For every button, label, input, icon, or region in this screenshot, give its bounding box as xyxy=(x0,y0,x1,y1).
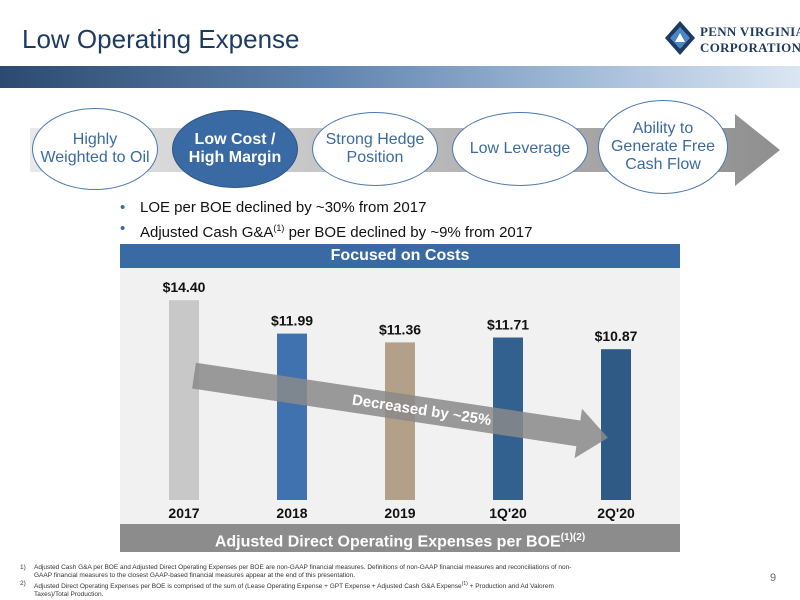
bar-value-label: $11.99 xyxy=(271,313,313,329)
chart-title: Focused on Costs xyxy=(120,244,680,268)
footnote-number: 1) xyxy=(20,564,26,571)
chart-x-label: Adjusted Direct Operating Expenses per B… xyxy=(120,524,680,552)
footnote-number: 2) xyxy=(20,580,26,587)
page-number: 9 xyxy=(770,572,777,584)
footnote-text: Adjusted Cash G&A per BOE and Adjusted D… xyxy=(34,564,572,579)
chart-bar xyxy=(601,349,631,500)
bar-value-label: $14.40 xyxy=(163,279,206,295)
theme-low-cost-high-margin: Low Cost / High Margin xyxy=(172,110,298,188)
x-tick-label: 2018 xyxy=(276,505,307,521)
decrease-arrow-shape xyxy=(192,362,608,459)
theme-label: Ability to Generate Free Cash Flow xyxy=(610,120,716,173)
footnotes: 1) Adjusted Cash G&A per BOE and Adjuste… xyxy=(20,564,580,599)
theme-free-cash-flow: Ability to Generate Free Cash Flow xyxy=(598,100,728,194)
bar-value-label: $11.71 xyxy=(487,317,529,333)
bullet-item: • LOE per BOE declined by ~30% from 2017 xyxy=(118,197,678,218)
page-title: Low Operating Expense xyxy=(22,24,300,54)
bar-value-label: $11.36 xyxy=(379,321,421,337)
x-tick-label: 1Q'20 xyxy=(489,505,527,521)
theme-strong-hedge-position: Strong Hedge Position xyxy=(312,112,438,186)
bullet-text: Adjusted Cash G&A xyxy=(140,224,274,241)
bullet-list: • LOE per BOE declined by ~30% from 2017… xyxy=(118,197,678,243)
theme-label: Strong Hedge Position xyxy=(325,131,425,166)
bar-chart: Decreased by ~25%$14.402017$11.992018$11… xyxy=(163,279,638,521)
bullet-text: LOE per BOE declined by ~30% from 2017 xyxy=(140,199,427,216)
themes-bar: Highly Weighted to Oil Low Cost / High M… xyxy=(0,100,800,200)
theme-label: Low Cost / High Margin xyxy=(188,131,282,166)
theme-label: Low Leverage xyxy=(469,140,571,157)
theme-low-leverage: Low Leverage xyxy=(452,112,588,186)
footnote-text-tail: + Production and Ad Valorem Taxes)/Total… xyxy=(34,583,554,599)
bullet-dot-icon: • xyxy=(120,220,126,237)
x-tick-label: 2Q'20 xyxy=(597,505,635,521)
bullet-dot-icon: • xyxy=(120,199,126,216)
chart-bar xyxy=(169,300,199,500)
bar-value-label: $10.87 xyxy=(595,328,638,344)
chart-bar xyxy=(277,333,307,500)
footnote: 1) Adjusted Cash G&A per BOE and Adjuste… xyxy=(20,564,580,580)
company-logo: PENN VIRGINIA CORPORATION xyxy=(664,18,800,64)
footnote-superscript: (1) xyxy=(461,581,468,587)
bullet-item: • Adjusted Cash G&A(1) per BOE declined … xyxy=(118,218,678,243)
logo-icon xyxy=(665,21,695,55)
header-band xyxy=(0,66,800,88)
x-tick-label: 2019 xyxy=(384,505,415,521)
theme-highly-weighted-to-oil: Highly Weighted to Oil xyxy=(32,108,158,190)
bullet-text-tail: per BOE declined by ~9% from 2017 xyxy=(284,224,533,241)
logo-text-line1: PENN VIRGINIA xyxy=(700,24,800,39)
theme-label: Highly Weighted to Oil xyxy=(40,131,150,166)
x-tick-label: 2017 xyxy=(168,505,199,521)
logo-text-line2: CORPORATION xyxy=(700,40,800,55)
footnote-text: Adjusted Direct Operating Expenses per B… xyxy=(34,583,462,591)
chart-x-label-superscript: (1)(2) xyxy=(560,532,586,543)
chart-x-label-text: Adjusted Direct Operating Expenses per B… xyxy=(214,533,561,551)
footnote: 2) Adjusted Direct Operating Expenses pe… xyxy=(20,580,580,599)
bullet-superscript: (1) xyxy=(273,223,285,233)
